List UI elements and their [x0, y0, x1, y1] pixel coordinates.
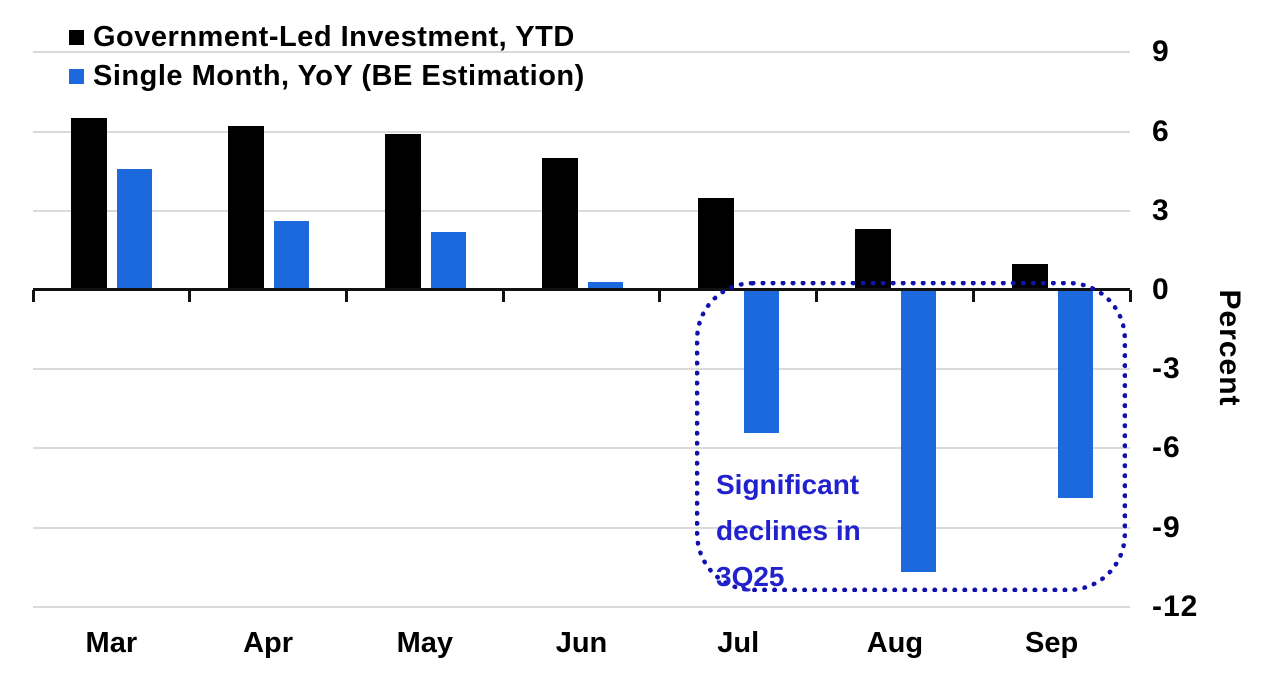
bar-single-month-apr	[274, 221, 310, 290]
bar-ytd-jul	[698, 197, 735, 290]
x-tick-label: Apr	[243, 627, 294, 659]
y-tick-label: 6	[1152, 114, 1170, 148]
axis-tick	[501, 290, 505, 302]
y-tick-label: -3	[1152, 352, 1181, 386]
gridline	[33, 368, 1130, 371]
bar-ytd-mar	[71, 118, 108, 290]
y-tick-label: -12	[1152, 589, 1199, 623]
annotation-line: declines in	[716, 515, 861, 546]
bar-single-month-jun	[587, 282, 623, 290]
x-tick-label: Aug	[866, 627, 924, 659]
y-tick-label: -9	[1152, 510, 1181, 544]
legend-label-single-month: Single Month, YoY (BE Estimation)	[93, 60, 585, 92]
bar-single-month-mar	[117, 168, 153, 290]
gridline	[33, 51, 1130, 54]
legend-item-ytd: Government-Led Investment, YTD	[69, 18, 585, 57]
y-tick-label: 3	[1152, 193, 1170, 227]
x-tick-label: Mar	[85, 627, 138, 659]
axis-tick	[658, 290, 662, 302]
legend-item-single-month: Single Month, YoY (BE Estimation)	[69, 57, 585, 96]
bar-ytd-apr	[228, 126, 265, 290]
annotation-text: Significant declines in 3Q25	[716, 462, 861, 600]
x-tick-label: Jun	[555, 627, 608, 659]
y-tick-label: 0	[1152, 273, 1170, 306]
axis-tick	[1128, 290, 1132, 302]
x-axis-line	[33, 288, 1130, 291]
gridline	[33, 605, 1130, 608]
annotation-box	[695, 281, 1127, 592]
y-axis-title: Percent	[1213, 289, 1246, 407]
bar-ytd-may	[384, 134, 421, 290]
bar-single-month-may	[430, 231, 466, 290]
gridline	[33, 209, 1130, 212]
y-tick-label: -6	[1152, 431, 1181, 465]
x-tick-label: Sep	[1025, 627, 1079, 659]
legend-swatch-single-month	[69, 69, 84, 84]
gridline	[33, 447, 1130, 450]
x-tick-label: May	[396, 627, 453, 659]
gridline	[33, 526, 1130, 529]
annotation-line: Significant	[716, 469, 860, 500]
y-tick-label: 9	[1152, 35, 1170, 69]
x-tick-label: Jul	[717, 627, 760, 659]
axis-tick	[188, 290, 192, 302]
bar-ytd-jun	[541, 158, 578, 290]
legend-swatch-ytd	[69, 30, 84, 45]
legend-label-ytd: Government-Led Investment, YTD	[93, 21, 575, 53]
axis-tick	[971, 290, 975, 302]
bar-ytd-aug	[854, 229, 891, 290]
gridline	[33, 130, 1130, 133]
bar-single-month-aug	[900, 290, 936, 573]
axis-tick	[815, 290, 819, 302]
annotation-line: 3Q25	[716, 561, 785, 592]
axis-tick	[31, 290, 35, 302]
legend: Government-Led Investment, YTD Single Mo…	[69, 18, 585, 96]
axis-tick	[344, 290, 348, 302]
